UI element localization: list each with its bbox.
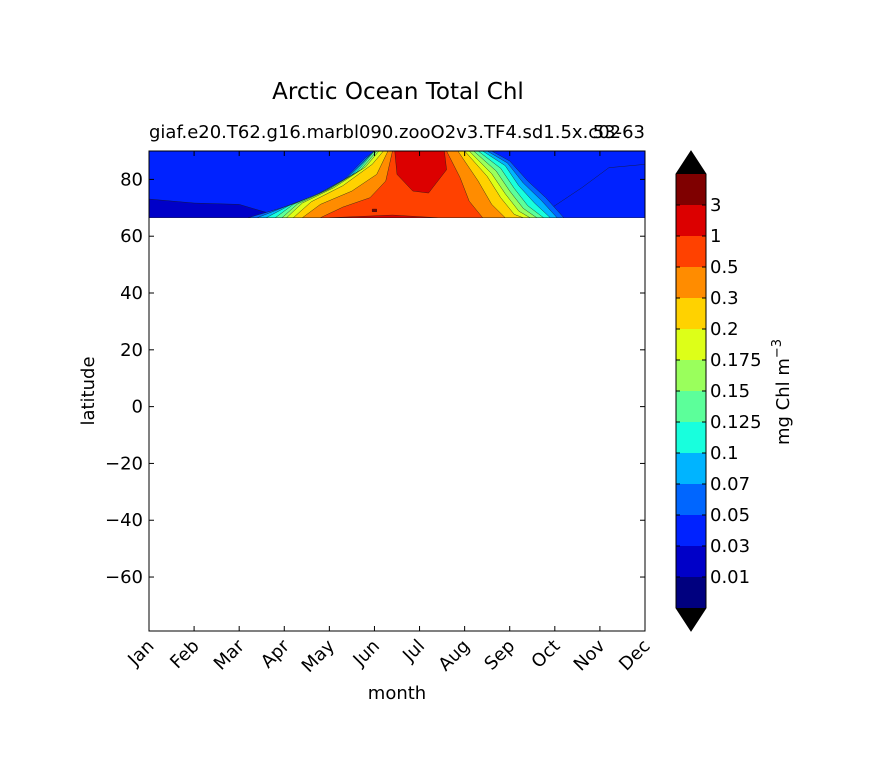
chart-title: Arctic Ocean Total Chl <box>272 79 524 105</box>
colorbar-label: mg Chl m−3 <box>770 339 794 445</box>
colorbar-tick-label: 1 <box>710 226 721 247</box>
y-tick-label: 60 <box>120 226 143 247</box>
colorbar-swatch <box>676 577 706 608</box>
x-tick-label: Nov <box>570 635 610 675</box>
colorbar-tick-label: 0.175 <box>710 350 762 371</box>
colorbar-label-text: mg Chl m <box>773 358 794 445</box>
y-axis: 80 60 40 20 0 −20 −40 −60 <box>105 169 645 588</box>
colorbar-swatch <box>676 329 706 360</box>
colorbar-swatch <box>676 174 706 205</box>
x-tick-label: Dec <box>615 636 654 675</box>
chart-subtitle: giaf.e20.T62.g16.marbl090.zooO2v3.TF4.sd… <box>149 122 621 143</box>
colorbar-tick-label: 3 <box>710 195 721 216</box>
colorbar-swatch <box>676 391 706 422</box>
colorbar-swatch <box>676 515 706 546</box>
axes-frame <box>148 150 646 632</box>
x-tick-label: May <box>298 635 339 676</box>
colorbar-swatch <box>676 267 706 298</box>
colorbar-tick-label: 0.1 <box>710 443 739 464</box>
y-tick-label: 40 <box>120 283 143 304</box>
colorbar-label-exponent: −3 <box>770 339 785 358</box>
colorbar-swatch <box>676 360 706 391</box>
colorbar-tick-label: 0.2 <box>710 319 739 340</box>
y-tick-label: −60 <box>105 567 143 588</box>
contour-region <box>149 198 285 218</box>
x-tick-label: Jul <box>398 636 429 667</box>
colorbar-tick-label: 0.3 <box>710 288 739 309</box>
x-tick-label: Apr <box>257 635 294 672</box>
contour-region <box>372 208 377 212</box>
y-axis-label: latitude <box>78 356 99 425</box>
x-tick-label: Mar <box>210 635 249 674</box>
colorbar-swatch <box>676 546 706 577</box>
contour-region <box>394 151 447 194</box>
y-tick-label: 20 <box>120 340 143 361</box>
x-tick-label: Jun <box>349 636 384 671</box>
x-axis: Jan Feb Mar Apr May Jun Jul Aug Sep Oct Nov Dec <box>123 151 655 677</box>
colorbar-tick-label: 0.125 <box>710 412 762 433</box>
plot-area <box>149 151 645 218</box>
colorbar-swatch <box>676 422 706 453</box>
x-tick-label: Jan <box>123 636 158 671</box>
colorbar: 0.01 0.03 0.05 0.07 0.1 0.125 0.15 0.175 0.2 0.3 0… <box>675 150 762 632</box>
colorbar-swatch <box>676 453 706 484</box>
colorbar-tick-label: 0.03 <box>710 536 750 557</box>
y-tick-label: 80 <box>120 169 143 190</box>
colorbar-tick-label: 0.07 <box>710 474 750 495</box>
colorbar-tick-label: 0.5 <box>710 257 739 278</box>
colorbar-swatch <box>676 484 706 515</box>
contour-region <box>536 164 645 218</box>
heatmap-layer <box>149 151 645 218</box>
contour-region <box>329 214 438 218</box>
chart-subtitle-years: 53-63 <box>593 122 645 143</box>
colorbar-extend-max <box>676 151 706 174</box>
colorbar-tick-label: 0.05 <box>710 505 750 526</box>
y-tick-label: −40 <box>105 510 143 531</box>
y-tick-label: 0 <box>132 397 143 418</box>
colorbar-extend-min <box>676 608 706 631</box>
x-tick-label: Oct <box>527 636 564 673</box>
colorbar-tick-label: 0.15 <box>710 381 750 402</box>
colorbar-swatch <box>676 298 706 329</box>
colorbar-tick-label: 0.01 <box>710 567 750 588</box>
x-tick-label: Sep <box>480 636 519 675</box>
colorbar-swatch <box>676 205 706 236</box>
x-tick-label: Feb <box>166 636 203 673</box>
x-axis-label: month <box>368 683 426 704</box>
colorbar-swatch <box>676 236 706 267</box>
y-tick-label: −20 <box>105 453 143 474</box>
colorbar-outline <box>675 150 707 632</box>
x-tick-label: Aug <box>434 636 474 676</box>
